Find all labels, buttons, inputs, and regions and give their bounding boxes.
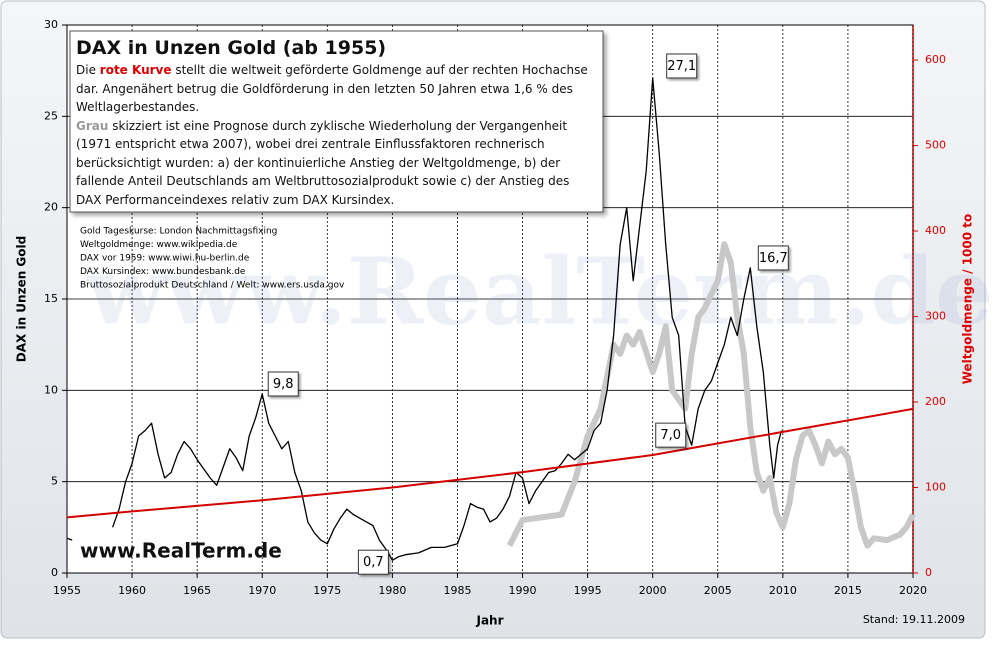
info-text-part: Die: [76, 63, 100, 77]
series-line: [66, 407, 914, 519]
x-tick-label: 2005: [704, 584, 732, 597]
x-tick-label: 1975: [313, 584, 341, 597]
info-text-part: stellt die weltweit geförderte Goldmenge…: [76, 63, 588, 114]
watermark: www.RealTerm.de: [85, 238, 993, 346]
site-label: www.RealTerm.de: [80, 539, 282, 563]
x-tick-label: 2015: [834, 584, 862, 597]
info-paragraph: Die rote Kurve stellt die weltweit geför…: [76, 61, 596, 117]
x-tick-label: 2000: [639, 584, 667, 597]
info-title: DAX in Unzen Gold (ab 1955): [76, 37, 387, 59]
x-tick-label: 1980: [378, 584, 406, 597]
y2-tick-label: 200: [925, 395, 946, 408]
source-line: DAX Kursindex: www.bundesbank.de: [80, 267, 246, 277]
annotation-box: [757, 245, 789, 271]
source-line: Gold Tageskurse: London Nachmittagsfixin…: [80, 227, 277, 237]
x-tick-label: 1995: [574, 584, 602, 597]
y2-tick-label: 0: [925, 566, 932, 579]
annotation-box: [666, 53, 698, 79]
info-text-part: skizziert ist eine Prognose durch zyklis…: [76, 118, 570, 207]
series-line: [66, 77, 783, 561]
x-axis-title: Jahr: [475, 614, 503, 628]
y-axis-title: DAX in Unzen Gold: [15, 236, 29, 362]
y2-tick-label: 500: [925, 139, 946, 152]
x-tick-label: 1955: [53, 584, 81, 597]
x-tick-label: 1990: [509, 584, 537, 597]
x-tick-label: 1970: [248, 584, 276, 597]
info-paragraph: Grau skizziert ist eine Prognose durch z…: [76, 117, 596, 210]
series-line: [506, 241, 916, 549]
source-line: Weltgoldmenge: www.wikipedia.de: [80, 240, 238, 250]
y-tick-label: 0: [51, 566, 58, 579]
y2-tick-label: 400: [925, 224, 946, 237]
y2-tick-label: 600: [925, 53, 946, 66]
annotation-box: [357, 549, 389, 575]
y-tick-label: 10: [44, 383, 58, 396]
x-tick-label: 1960: [118, 584, 146, 597]
y2-tick-label: 300: [925, 310, 946, 323]
source-line: Bruttosozialprodukt Deutschland / Welt: …: [80, 281, 345, 291]
y-tick-label: 15: [44, 292, 58, 305]
annotation-label: 7,0: [660, 428, 681, 443]
info-text: DAX in Unzen Gold (ab 1955) Die rote Kur…: [70, 31, 602, 213]
sources: Gold Tageskurse: London Nachmittagsfixin…: [80, 227, 345, 291]
annotation-label: 0,7: [363, 555, 384, 570]
annotation-label: 9,8: [273, 377, 294, 392]
info-highlight: rote Kurve: [99, 63, 172, 77]
x-tick-label: 2020: [899, 584, 927, 597]
x-tick-label: 1985: [443, 584, 471, 597]
y-tick-label: 5: [51, 475, 58, 488]
y-tick-label: 25: [44, 109, 58, 122]
info-box: [69, 30, 604, 213]
x-tick-label: 2010: [769, 584, 797, 597]
annotation-box: [655, 422, 687, 448]
source-line: DAX vor 1959: www.wiwi.hu-berlin.de: [80, 254, 250, 264]
y2-axis-title: Weltgoldmenge / 1000 to: [961, 214, 975, 385]
annotation-label: 27,1: [667, 59, 696, 74]
annotation-label: 16,7: [759, 251, 788, 266]
series: [66, 77, 916, 561]
info-highlight: Grau: [76, 118, 109, 133]
x-tick-label: 1965: [183, 584, 211, 597]
annotation-box: [267, 371, 299, 397]
y-tick-label: 30: [44, 18, 58, 31]
y2-tick-label: 100: [925, 481, 946, 494]
date-note: Stand: 19.11.2009: [863, 613, 965, 626]
y-tick-label: 20: [44, 201, 58, 214]
